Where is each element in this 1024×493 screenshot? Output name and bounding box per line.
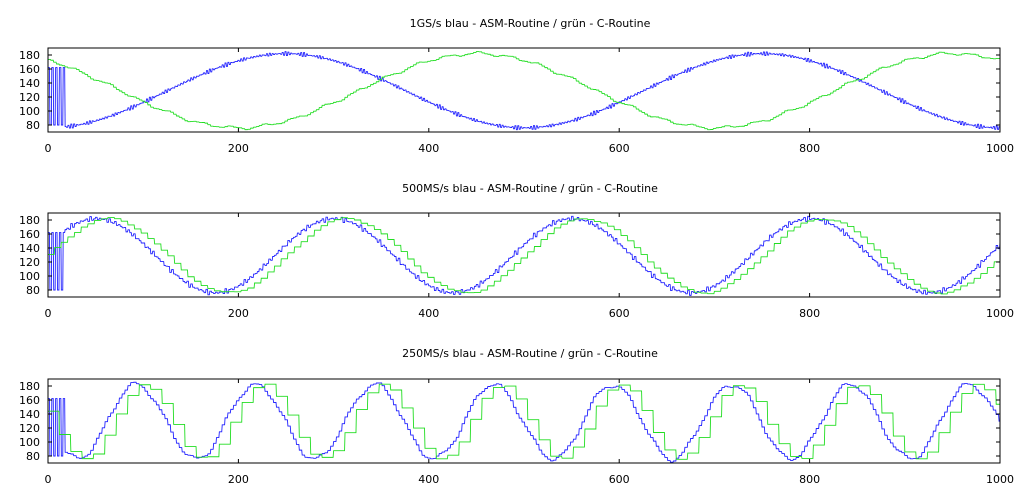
x-tick-label: 1000 — [986, 142, 1014, 155]
y-tick-label: 180 — [19, 214, 40, 227]
y-tick-label: 160 — [19, 394, 40, 407]
plot-frame — [47, 212, 1001, 298]
chart-title: 250MS/s blau - ASM-Routine / grün - C-Ro… — [402, 347, 658, 360]
x-tick-label: 200 — [228, 473, 249, 486]
series-line-blue-asm — [48, 215, 1000, 296]
series-line-green-c — [48, 383, 1000, 460]
y-tick-label: 80 — [26, 119, 40, 132]
y-tick-label: 80 — [26, 284, 40, 297]
x-tick-label: 0 — [45, 142, 52, 155]
y-tick-label: 120 — [19, 256, 40, 269]
chart-title: 500MS/s blau - ASM-Routine / grün - C-Ro… — [402, 182, 658, 195]
x-tick-label: 800 — [799, 142, 820, 155]
chart-panel-3: 250MS/s blau - ASM-Routine / grün - C-Ro… — [19, 347, 1014, 486]
y-tick-label: 140 — [19, 77, 40, 90]
x-tick-label: 600 — [609, 142, 630, 155]
y-tick-label: 180 — [19, 380, 40, 393]
y-tick-label: 140 — [19, 408, 40, 421]
x-tick-label: 1000 — [986, 307, 1014, 320]
x-tick-label: 0 — [45, 473, 52, 486]
chart-panel-1: 1GS/s blau - ASM-Routine / grün - C-Rout… — [19, 17, 1014, 155]
y-tick-label: 180 — [19, 49, 40, 62]
y-tick-label: 140 — [19, 242, 40, 255]
series-line-blue-asm — [48, 381, 1000, 463]
y-tick-label: 160 — [19, 63, 40, 76]
x-tick-label: 400 — [418, 473, 439, 486]
y-tick-label: 80 — [26, 450, 40, 463]
series-line-blue-asm — [48, 51, 1000, 131]
chart-panel-2: 500MS/s blau - ASM-Routine / grün - C-Ro… — [19, 182, 1014, 320]
y-tick-label: 120 — [19, 422, 40, 435]
y-tick-label: 160 — [19, 228, 40, 241]
x-tick-label: 400 — [418, 307, 439, 320]
x-tick-label: 400 — [418, 142, 439, 155]
series-line-green-c — [48, 216, 1000, 295]
x-tick-label: 1000 — [986, 473, 1014, 486]
y-tick-label: 100 — [19, 270, 40, 283]
plot-frame — [47, 378, 1001, 464]
x-tick-label: 600 — [609, 473, 630, 486]
y-tick-label: 100 — [19, 105, 40, 118]
x-tick-label: 0 — [45, 307, 52, 320]
x-tick-label: 600 — [609, 307, 630, 320]
x-tick-label: 200 — [228, 142, 249, 155]
y-tick-label: 100 — [19, 436, 40, 449]
x-tick-label: 800 — [799, 307, 820, 320]
y-tick-label: 120 — [19, 91, 40, 104]
series-line-green-c — [48, 51, 1000, 131]
x-tick-label: 200 — [228, 307, 249, 320]
chart-title: 1GS/s blau - ASM-Routine / grün - C-Rout… — [410, 17, 651, 30]
plot-frame — [47, 47, 1001, 133]
x-tick-label: 800 — [799, 473, 820, 486]
